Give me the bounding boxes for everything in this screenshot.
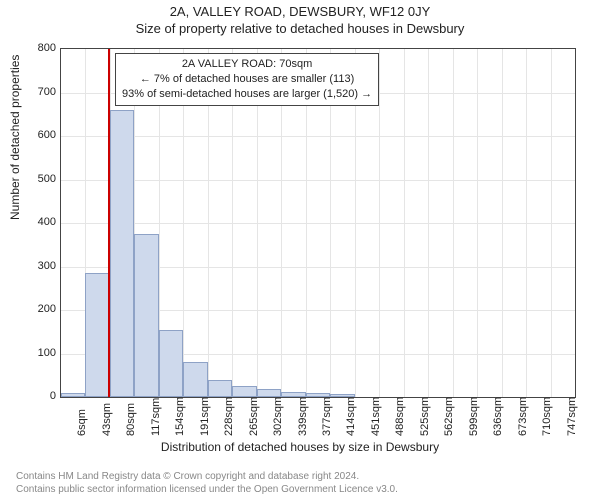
- x-tick-label: 80sqm: [125, 412, 137, 436]
- annotation-box: 2A VALLEY ROAD: 70sqm ← 7% of detached h…: [115, 53, 379, 106]
- x-tick-label: 525sqm: [419, 412, 431, 436]
- y-tick-label: 100: [16, 347, 56, 359]
- histogram-bar: [61, 393, 85, 397]
- gridline-h: [61, 136, 575, 137]
- x-tick-label: 339sqm: [297, 412, 309, 436]
- x-tick-label: 117sqm: [150, 412, 162, 436]
- gridline-v: [477, 49, 478, 397]
- y-tick-label: 400: [16, 216, 56, 228]
- histogram-bar: [183, 362, 207, 397]
- x-axis-label: Distribution of detached houses by size …: [0, 440, 600, 454]
- annotation-line-1: 2A VALLEY ROAD: 70sqm: [122, 57, 372, 72]
- histogram-bar: [208, 380, 232, 397]
- chart-container: 2A, VALLEY ROAD, DEWSBURY, WF12 0JY Size…: [0, 0, 600, 500]
- x-tick-label: 154sqm: [174, 412, 186, 436]
- x-tick-label: 414sqm: [345, 412, 357, 436]
- histogram-bar: [134, 234, 158, 397]
- y-tick-label: 0: [16, 390, 56, 402]
- footer-line-1: Contains HM Land Registry data © Crown c…: [16, 470, 398, 483]
- y-tick-label: 200: [16, 303, 56, 315]
- gridline-v: [453, 49, 454, 397]
- property-marker-line: [108, 49, 110, 397]
- x-tick-label: 710sqm: [541, 412, 553, 436]
- x-tick-label: 562sqm: [443, 412, 455, 436]
- x-tick-label: 43sqm: [101, 412, 113, 436]
- histogram-bar: [110, 110, 134, 397]
- x-tick-label: 488sqm: [394, 412, 406, 436]
- histogram-bar: [159, 330, 183, 397]
- histogram-bar: [232, 386, 256, 397]
- x-tick-label: 636sqm: [492, 412, 504, 436]
- footer-text: Contains HM Land Registry data © Crown c…: [16, 470, 398, 496]
- annotation-line-2: ← 7% of detached houses are smaller (113…: [122, 72, 372, 87]
- histogram-bar: [257, 389, 281, 397]
- gridline-h: [61, 223, 575, 224]
- footer-line-2: Contains public sector information licen…: [16, 483, 398, 496]
- gridline-v: [428, 49, 429, 397]
- gridline-h: [61, 180, 575, 181]
- y-tick-label: 300: [16, 260, 56, 272]
- x-tick-label: 451sqm: [370, 412, 382, 436]
- gridline-v: [502, 49, 503, 397]
- x-tick-label: 191sqm: [199, 412, 211, 436]
- x-tick-label: 302sqm: [272, 412, 284, 436]
- plot-area: 2A VALLEY ROAD: 70sqm ← 7% of detached h…: [60, 48, 576, 398]
- chart-subtitle: Size of property relative to detached ho…: [0, 19, 600, 36]
- y-tick-label: 600: [16, 129, 56, 141]
- annotation-line-3: 93% of semi-detached houses are larger (…: [122, 87, 372, 102]
- gridline-v: [551, 49, 552, 397]
- y-tick-label: 700: [16, 86, 56, 98]
- address-title: 2A, VALLEY ROAD, DEWSBURY, WF12 0JY: [0, 0, 600, 19]
- histogram-bar: [85, 273, 109, 397]
- y-tick-label: 800: [16, 42, 56, 54]
- y-tick-label: 500: [16, 173, 56, 185]
- x-tick-label: 599sqm: [468, 412, 480, 436]
- x-tick-label: 673sqm: [517, 412, 529, 436]
- x-tick-label: 265sqm: [248, 412, 260, 436]
- gridline-v: [404, 49, 405, 397]
- x-tick-label: 6sqm: [76, 412, 88, 436]
- x-tick-label: 228sqm: [223, 412, 235, 436]
- x-tick-label: 377sqm: [321, 412, 333, 436]
- gridline-v: [526, 49, 527, 397]
- x-tick-label: 747sqm: [566, 412, 578, 436]
- gridline-v: [379, 49, 380, 397]
